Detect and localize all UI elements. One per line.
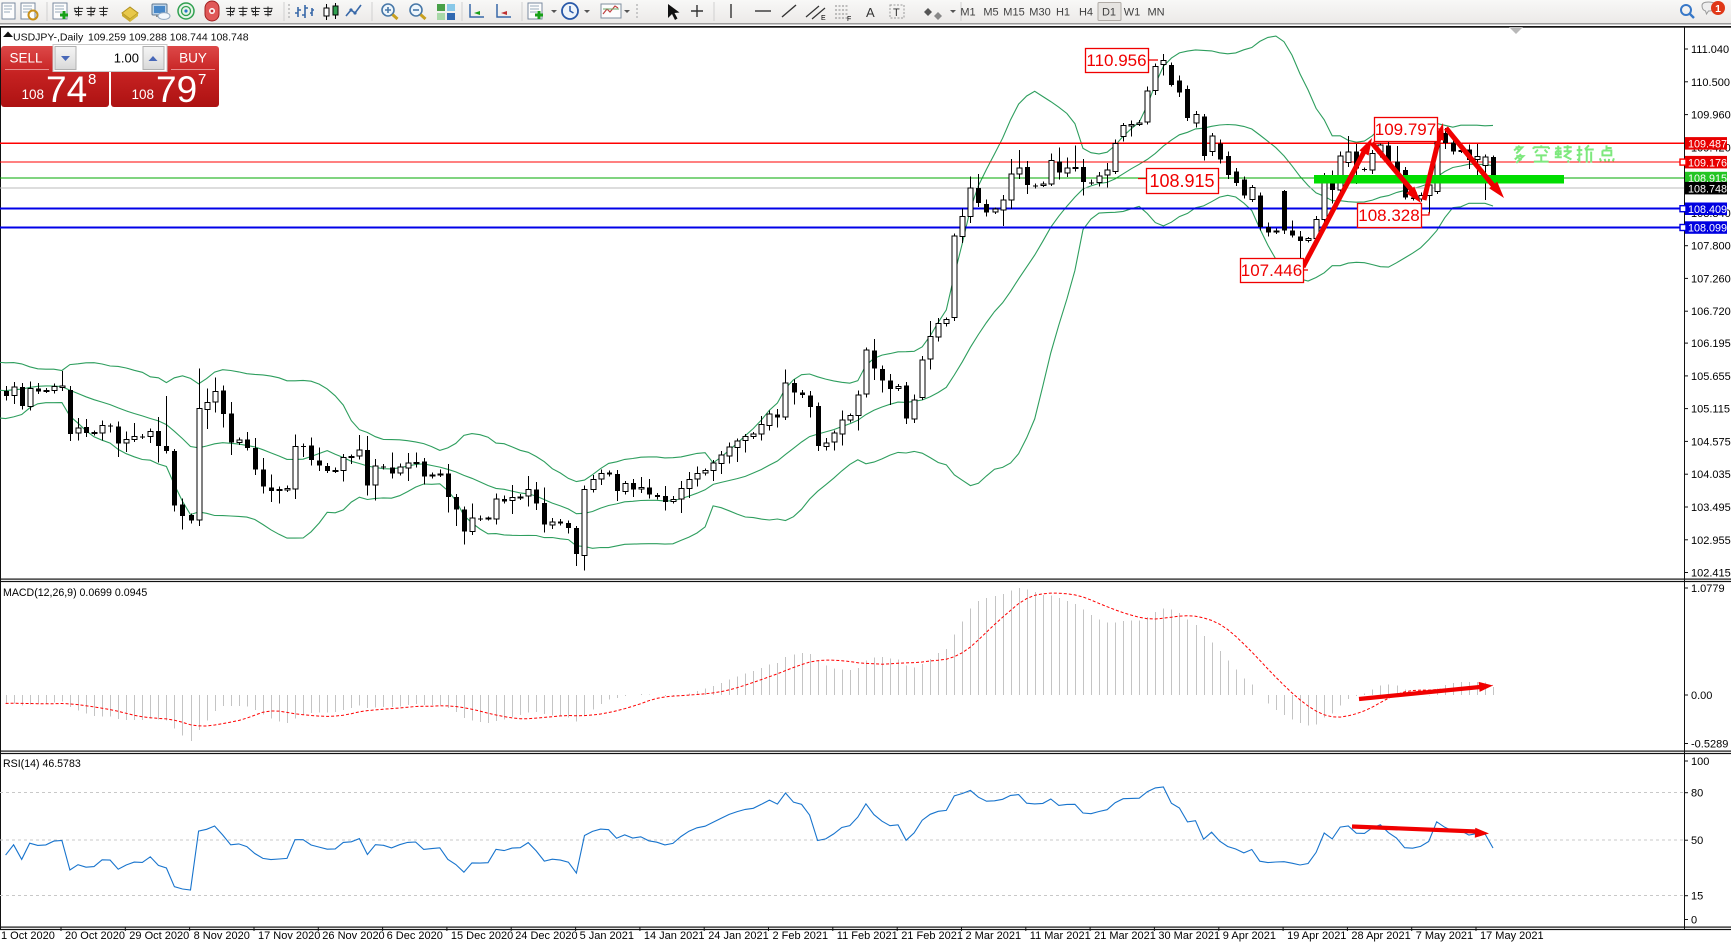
svg-text:T: T — [893, 7, 900, 19]
svg-text:1: 1 — [1715, 3, 1721, 15]
svg-text:28 Apr 2021: 28 Apr 2021 — [1351, 930, 1410, 942]
svg-text:11 Feb 2021: 11 Feb 2021 — [837, 930, 898, 942]
svg-text:110.500: 110.500 — [1691, 77, 1730, 89]
svg-text:24 Dec 2020: 24 Dec 2020 — [515, 930, 577, 942]
svg-text:F: F — [847, 16, 851, 23]
svg-text:109.960: 109.960 — [1691, 110, 1731, 122]
svg-text:26 Nov 2020: 26 Nov 2020 — [322, 930, 384, 942]
svg-text:M5: M5 — [983, 7, 998, 19]
svg-text:100: 100 — [1691, 756, 1709, 768]
svg-text:6 Dec 2020: 6 Dec 2020 — [387, 930, 443, 942]
svg-text:108.328: 108.328 — [1358, 206, 1419, 225]
svg-text:8: 8 — [88, 71, 96, 88]
svg-text:109.797: 109.797 — [1375, 120, 1436, 139]
svg-text:110.956: 110.956 — [1086, 51, 1146, 70]
svg-text:80: 80 — [1691, 788, 1703, 800]
svg-text:E: E — [821, 15, 826, 22]
svg-text:17 Nov 2020: 17 Nov 2020 — [258, 930, 320, 942]
svg-text:79: 79 — [156, 69, 197, 110]
svg-text:74: 74 — [46, 69, 87, 110]
svg-text:107.446: 107.446 — [1241, 261, 1302, 280]
svg-text:17 May 2021: 17 May 2021 — [1480, 930, 1544, 942]
svg-text:111.040: 111.040 — [1691, 44, 1729, 56]
svg-text:-0.5289: -0.5289 — [1691, 739, 1728, 751]
svg-text:104.035: 104.035 — [1691, 469, 1731, 481]
svg-text:21 Mar 2021: 21 Mar 2021 — [1094, 930, 1156, 942]
svg-text:50: 50 — [1691, 835, 1703, 847]
svg-text:106.720: 106.720 — [1691, 306, 1731, 318]
svg-text:BUY: BUY — [179, 51, 207, 66]
svg-text:106.195: 106.195 — [1691, 338, 1731, 350]
svg-text:W1: W1 — [1124, 7, 1141, 19]
svg-text:7 May 2021: 7 May 2021 — [1416, 930, 1473, 942]
svg-text:107.800: 107.800 — [1691, 241, 1731, 253]
svg-text:MACD(12,26,9) 0.0699 0.0945: MACD(12,26,9) 0.0699 0.0945 — [3, 587, 147, 599]
svg-text:24 Jan 2021: 24 Jan 2021 — [708, 930, 769, 942]
svg-text:8 Nov 2020: 8 Nov 2020 — [194, 930, 250, 942]
svg-text:15 Dec 2020: 15 Dec 2020 — [451, 930, 513, 942]
svg-text:105.655: 105.655 — [1691, 371, 1731, 383]
svg-text:7: 7 — [198, 71, 206, 88]
svg-text:108.099: 108.099 — [1688, 223, 1727, 235]
svg-text:0: 0 — [1691, 915, 1697, 927]
svg-text:5 Jan 2021: 5 Jan 2021 — [580, 930, 634, 942]
svg-text:H1: H1 — [1056, 7, 1070, 19]
svg-text:108.409: 108.409 — [1688, 204, 1727, 216]
svg-text:105.115: 105.115 — [1691, 404, 1730, 416]
svg-text:1 Oct 2020: 1 Oct 2020 — [1, 930, 55, 942]
svg-text:15: 15 — [1691, 891, 1703, 903]
svg-text:M1: M1 — [960, 7, 975, 19]
svg-text:109.487: 109.487 — [1688, 139, 1727, 151]
svg-text:9 Apr 2021: 9 Apr 2021 — [1223, 930, 1276, 942]
svg-text:29 Oct 2020: 29 Oct 2020 — [129, 930, 189, 942]
svg-text:M30: M30 — [1029, 7, 1050, 19]
svg-text:109.176: 109.176 — [1688, 157, 1727, 169]
svg-text:USDJPY-,Daily: USDJPY-,Daily — [13, 32, 84, 44]
svg-text:102.415: 102.415 — [1691, 568, 1731, 580]
svg-text:D1: D1 — [1102, 7, 1116, 19]
svg-text:109.259 109.288 108.744 108.74: 109.259 109.288 108.744 108.748 — [88, 32, 249, 44]
svg-text:108: 108 — [131, 87, 154, 102]
svg-text:103.495: 103.495 — [1691, 502, 1731, 514]
svg-text:RSI(14) 46.5783: RSI(14) 46.5783 — [3, 758, 81, 770]
svg-text:104.575: 104.575 — [1691, 436, 1731, 448]
svg-text:MN: MN — [1147, 7, 1164, 19]
svg-text:108.748: 108.748 — [1688, 183, 1727, 195]
svg-text:M15: M15 — [1003, 7, 1024, 19]
svg-text:20 Oct 2020: 20 Oct 2020 — [65, 930, 125, 942]
svg-text:108.915: 108.915 — [1149, 171, 1214, 191]
svg-text:107.260: 107.260 — [1691, 273, 1731, 285]
svg-text:1.0779: 1.0779 — [1691, 583, 1725, 595]
svg-text:108: 108 — [21, 87, 44, 102]
svg-text:0.00: 0.00 — [1691, 690, 1712, 702]
svg-text:102.955: 102.955 — [1691, 535, 1731, 547]
svg-text:19 Apr 2021: 19 Apr 2021 — [1287, 930, 1346, 942]
svg-text:11 Mar 2021: 11 Mar 2021 — [1030, 930, 1091, 942]
svg-text:1.00: 1.00 — [114, 51, 139, 66]
svg-text:A: A — [866, 5, 875, 20]
svg-text:2 Mar 2021: 2 Mar 2021 — [966, 930, 1022, 942]
svg-text:2 Feb 2021: 2 Feb 2021 — [773, 930, 829, 942]
svg-text:14 Jan 2021: 14 Jan 2021 — [644, 930, 705, 942]
svg-text:30 Mar 2021: 30 Mar 2021 — [1158, 930, 1220, 942]
svg-text:SELL: SELL — [9, 51, 43, 66]
svg-text:21 Feb 2021: 21 Feb 2021 — [901, 930, 963, 942]
svg-text:H4: H4 — [1079, 7, 1093, 19]
